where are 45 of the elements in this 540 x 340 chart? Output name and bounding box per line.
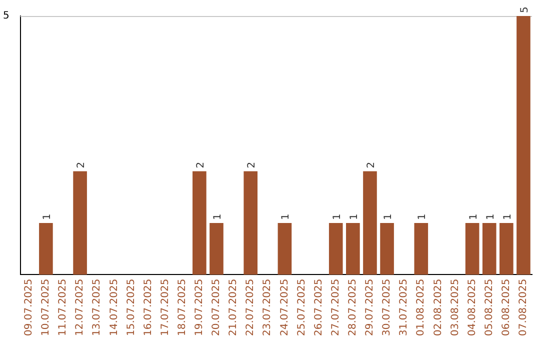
data-label: 5 [519,6,530,13]
x-tick-label: 03.08.2025 [450,278,461,336]
x-tick-label: 17.07.2025 [160,278,171,336]
data-label: 1 [383,214,394,220]
data-label: 2 [195,162,206,168]
x-tick-label: 12.07.2025 [74,278,86,336]
x-tick-label: 21.07.2025 [228,278,240,336]
x-tick-label: 18.07.2025 [176,278,188,336]
data-label: 1 [485,214,496,220]
x-tick-label: 01.08.2025 [416,278,427,336]
x-tick-label: 25.07.2025 [296,278,308,336]
x-tick-label: 15.07.2025 [126,278,137,336]
data-label: 2 [246,162,258,168]
x-tick-label: 06.08.2025 [501,278,512,336]
x-tick-label: 29.07.2025 [364,278,376,336]
data-label: 1 [348,214,360,220]
x-tick-label: 30.07.2025 [382,278,393,336]
x-tick-label: 10.07.2025 [40,278,52,336]
x-tick-label: 09.07.2025 [23,278,34,336]
x-tick-label: 04.08.2025 [466,278,478,336]
data-label: 1 [212,214,224,220]
x-tick-label: 26.07.2025 [313,278,324,336]
data-label: 1 [502,214,514,220]
x-tick-label: 14.07.2025 [108,278,120,336]
x-tick-label: 13.07.2025 [92,278,103,336]
x-tick-label: 02.08.2025 [432,278,444,336]
x-tick-label: 23.07.2025 [262,278,274,336]
data-label: 1 [417,214,428,220]
x-tick-label: 28.07.2025 [348,278,359,336]
x-tick-label: 05.08.2025 [484,278,495,336]
x-tick-label: 11.07.2025 [58,278,69,336]
data-label: 1 [332,214,343,220]
x-tick-label: 07.08.2025 [518,278,530,336]
data-label: 1 [42,214,53,220]
x-tick-label: 24.07.2025 [279,278,290,336]
data-label: 1 [280,214,292,220]
x-tick-label: 27.07.2025 [330,278,342,336]
data-label: 2 [76,162,88,168]
x-tick-label: 16.07.2025 [142,278,154,336]
data-label: 2 [366,162,377,168]
x-tick-label: 31.07.2025 [398,278,410,336]
x-tick-label: 22.07.2025 [245,278,256,336]
x-tick-label: 20.07.2025 [211,278,222,336]
data-label: 1 [468,214,480,220]
x-tick-label: 19.07.2025 [194,278,206,336]
